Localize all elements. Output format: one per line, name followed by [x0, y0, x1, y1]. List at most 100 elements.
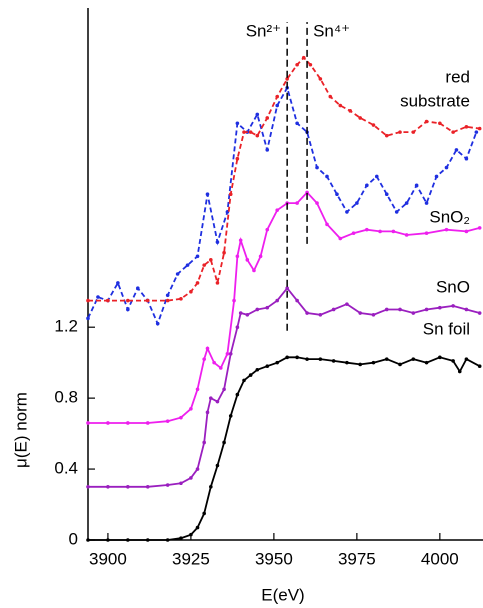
data-point: [331, 359, 336, 363]
data-point: [215, 463, 220, 468]
data-point: [345, 210, 349, 214]
data-point: [295, 201, 299, 205]
data-point: [398, 307, 402, 312]
data-point: [195, 467, 200, 471]
data-point: [411, 357, 416, 361]
y-tick-label: 0: [69, 529, 78, 548]
data-point: [351, 231, 356, 236]
data-point: [398, 130, 402, 134]
data-point: [451, 130, 455, 134]
data-point: [179, 536, 183, 541]
data-point: [165, 483, 170, 487]
data-point: [202, 263, 206, 267]
data-point: [202, 357, 206, 361]
data-point: [215, 399, 220, 404]
data-point: [265, 116, 270, 120]
data-point: [438, 355, 442, 360]
data-point: [454, 148, 459, 152]
data-point: [265, 364, 270, 369]
x-tick-label: 3950: [255, 549, 293, 568]
series-label: substrate: [400, 91, 470, 110]
data-point: [451, 359, 455, 363]
data-point: [424, 231, 429, 236]
data-point: [345, 360, 349, 365]
data-point: [464, 156, 469, 161]
data-point: [275, 208, 280, 212]
data-point: [135, 286, 140, 290]
data-point: [464, 125, 469, 129]
series-label: Sn foil: [423, 319, 470, 338]
data-point: [371, 123, 376, 127]
data-point: [295, 298, 299, 303]
data-point: [285, 77, 289, 81]
data-point: [457, 369, 462, 374]
data-point: [338, 236, 343, 241]
data-point: [218, 366, 223, 370]
y-tick-label: 0.4: [54, 459, 78, 478]
data-point: [285, 286, 289, 290]
data-point: [355, 201, 359, 205]
data-point: [86, 421, 90, 425]
data-point: [424, 119, 429, 124]
data-point: [451, 304, 455, 308]
data-point: [358, 362, 362, 367]
data-point: [414, 183, 419, 188]
data-point: [477, 226, 482, 230]
data-point: [209, 485, 213, 489]
data-point: [189, 406, 193, 411]
data-point: [86, 485, 90, 489]
series-label: SnO₂: [429, 207, 470, 226]
data-point: [235, 392, 240, 397]
data-point: [265, 305, 270, 310]
data-point: [411, 311, 416, 315]
data-point: [258, 254, 263, 259]
data-point: [126, 538, 130, 542]
data-point: [424, 201, 429, 205]
data-point: [328, 94, 333, 99]
data-point: [308, 62, 313, 67]
data-point: [275, 360, 280, 365]
data-point: [464, 357, 469, 361]
series-label: SnO: [436, 277, 470, 296]
data-point: [252, 268, 256, 273]
data-point: [325, 174, 329, 179]
data-point: [175, 272, 180, 276]
data-point: [242, 130, 246, 134]
data-point: [232, 298, 236, 303]
data-point: [318, 77, 323, 81]
data-point: [165, 419, 170, 423]
data-point: [155, 321, 160, 326]
data-point: [145, 298, 150, 303]
data-point: [225, 352, 230, 356]
data-point: [365, 227, 369, 232]
x-tick-label: 3925: [172, 549, 210, 568]
data-point: [145, 421, 150, 425]
data-point: [315, 165, 319, 170]
data-point: [444, 165, 449, 170]
data-point: [371, 360, 376, 365]
data-point: [255, 112, 260, 117]
data-point: [106, 538, 110, 542]
data-point: [235, 121, 240, 126]
data-point: [464, 307, 469, 312]
data-point: [255, 133, 260, 138]
series-line: [87, 85, 478, 327]
data-point: [275, 94, 280, 99]
data-point: [305, 190, 309, 195]
data-point: [212, 360, 216, 365]
data-point: [185, 263, 190, 267]
series-label: red: [445, 67, 470, 86]
data-point: [295, 121, 299, 126]
x-tick-label: 3975: [338, 549, 376, 568]
data-point: [315, 201, 319, 205]
data-point: [378, 229, 382, 234]
data-point: [424, 360, 429, 365]
data-point: [116, 281, 120, 285]
series-line: [88, 356, 481, 541]
data-point: [209, 258, 213, 262]
data-point: [295, 62, 299, 67]
data-point: [248, 373, 253, 377]
data-point: [86, 316, 90, 321]
data-point: [255, 367, 260, 372]
